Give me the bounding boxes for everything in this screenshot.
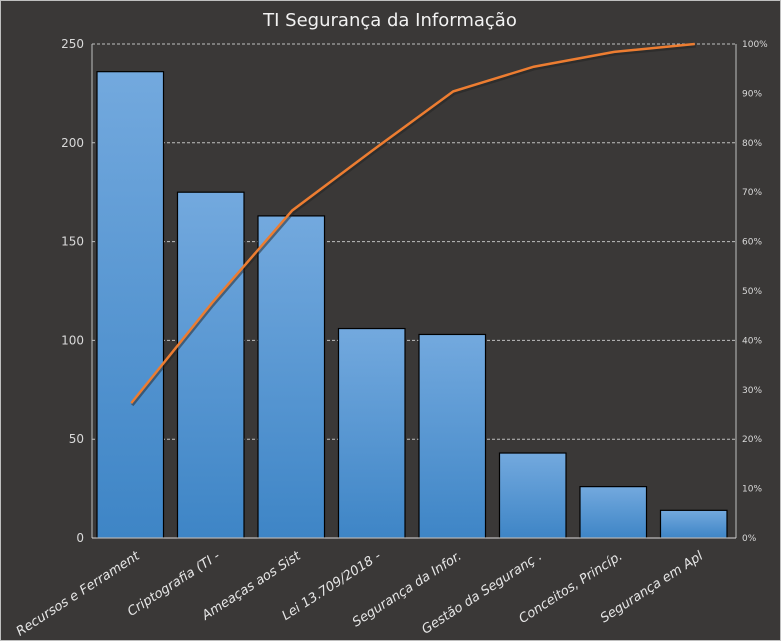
y-tick-label: 200: [61, 136, 84, 150]
bar: [337, 327, 406, 539]
bar: [498, 452, 567, 539]
y2-tick-label: 90%: [742, 89, 762, 99]
y-tick-label: 0: [76, 531, 84, 545]
y2-tick-label: 40%: [742, 336, 762, 346]
bar: [257, 215, 326, 539]
y-tick-label: 250: [61, 37, 84, 51]
bar: [659, 509, 728, 539]
y2-tick-label: 20%: [742, 435, 762, 445]
y-tick-label: 50: [69, 432, 84, 446]
y2-tick-label: 100%: [742, 40, 768, 50]
y-tick-label: 100: [61, 333, 84, 347]
y2-tick-label: 50%: [742, 287, 762, 297]
y2-tick-label: 60%: [742, 238, 762, 248]
cumulative-percent-line: [130, 42, 695, 404]
bar: [176, 191, 245, 539]
y2-tick-label: 80%: [742, 139, 762, 149]
y2-tick-label: 10%: [742, 485, 762, 495]
bar: [418, 333, 487, 539]
chart-title: TI Segurança da Informação: [262, 10, 517, 31]
y2-tick-label: 70%: [742, 188, 762, 198]
bar: [96, 71, 165, 539]
bar: [579, 486, 648, 539]
cumulative-line-shadow: [131, 44, 696, 407]
y-tick-label: 150: [61, 235, 84, 249]
y2-tick-label: 0%: [742, 534, 757, 544]
y2-tick-label: 30%: [742, 386, 762, 396]
